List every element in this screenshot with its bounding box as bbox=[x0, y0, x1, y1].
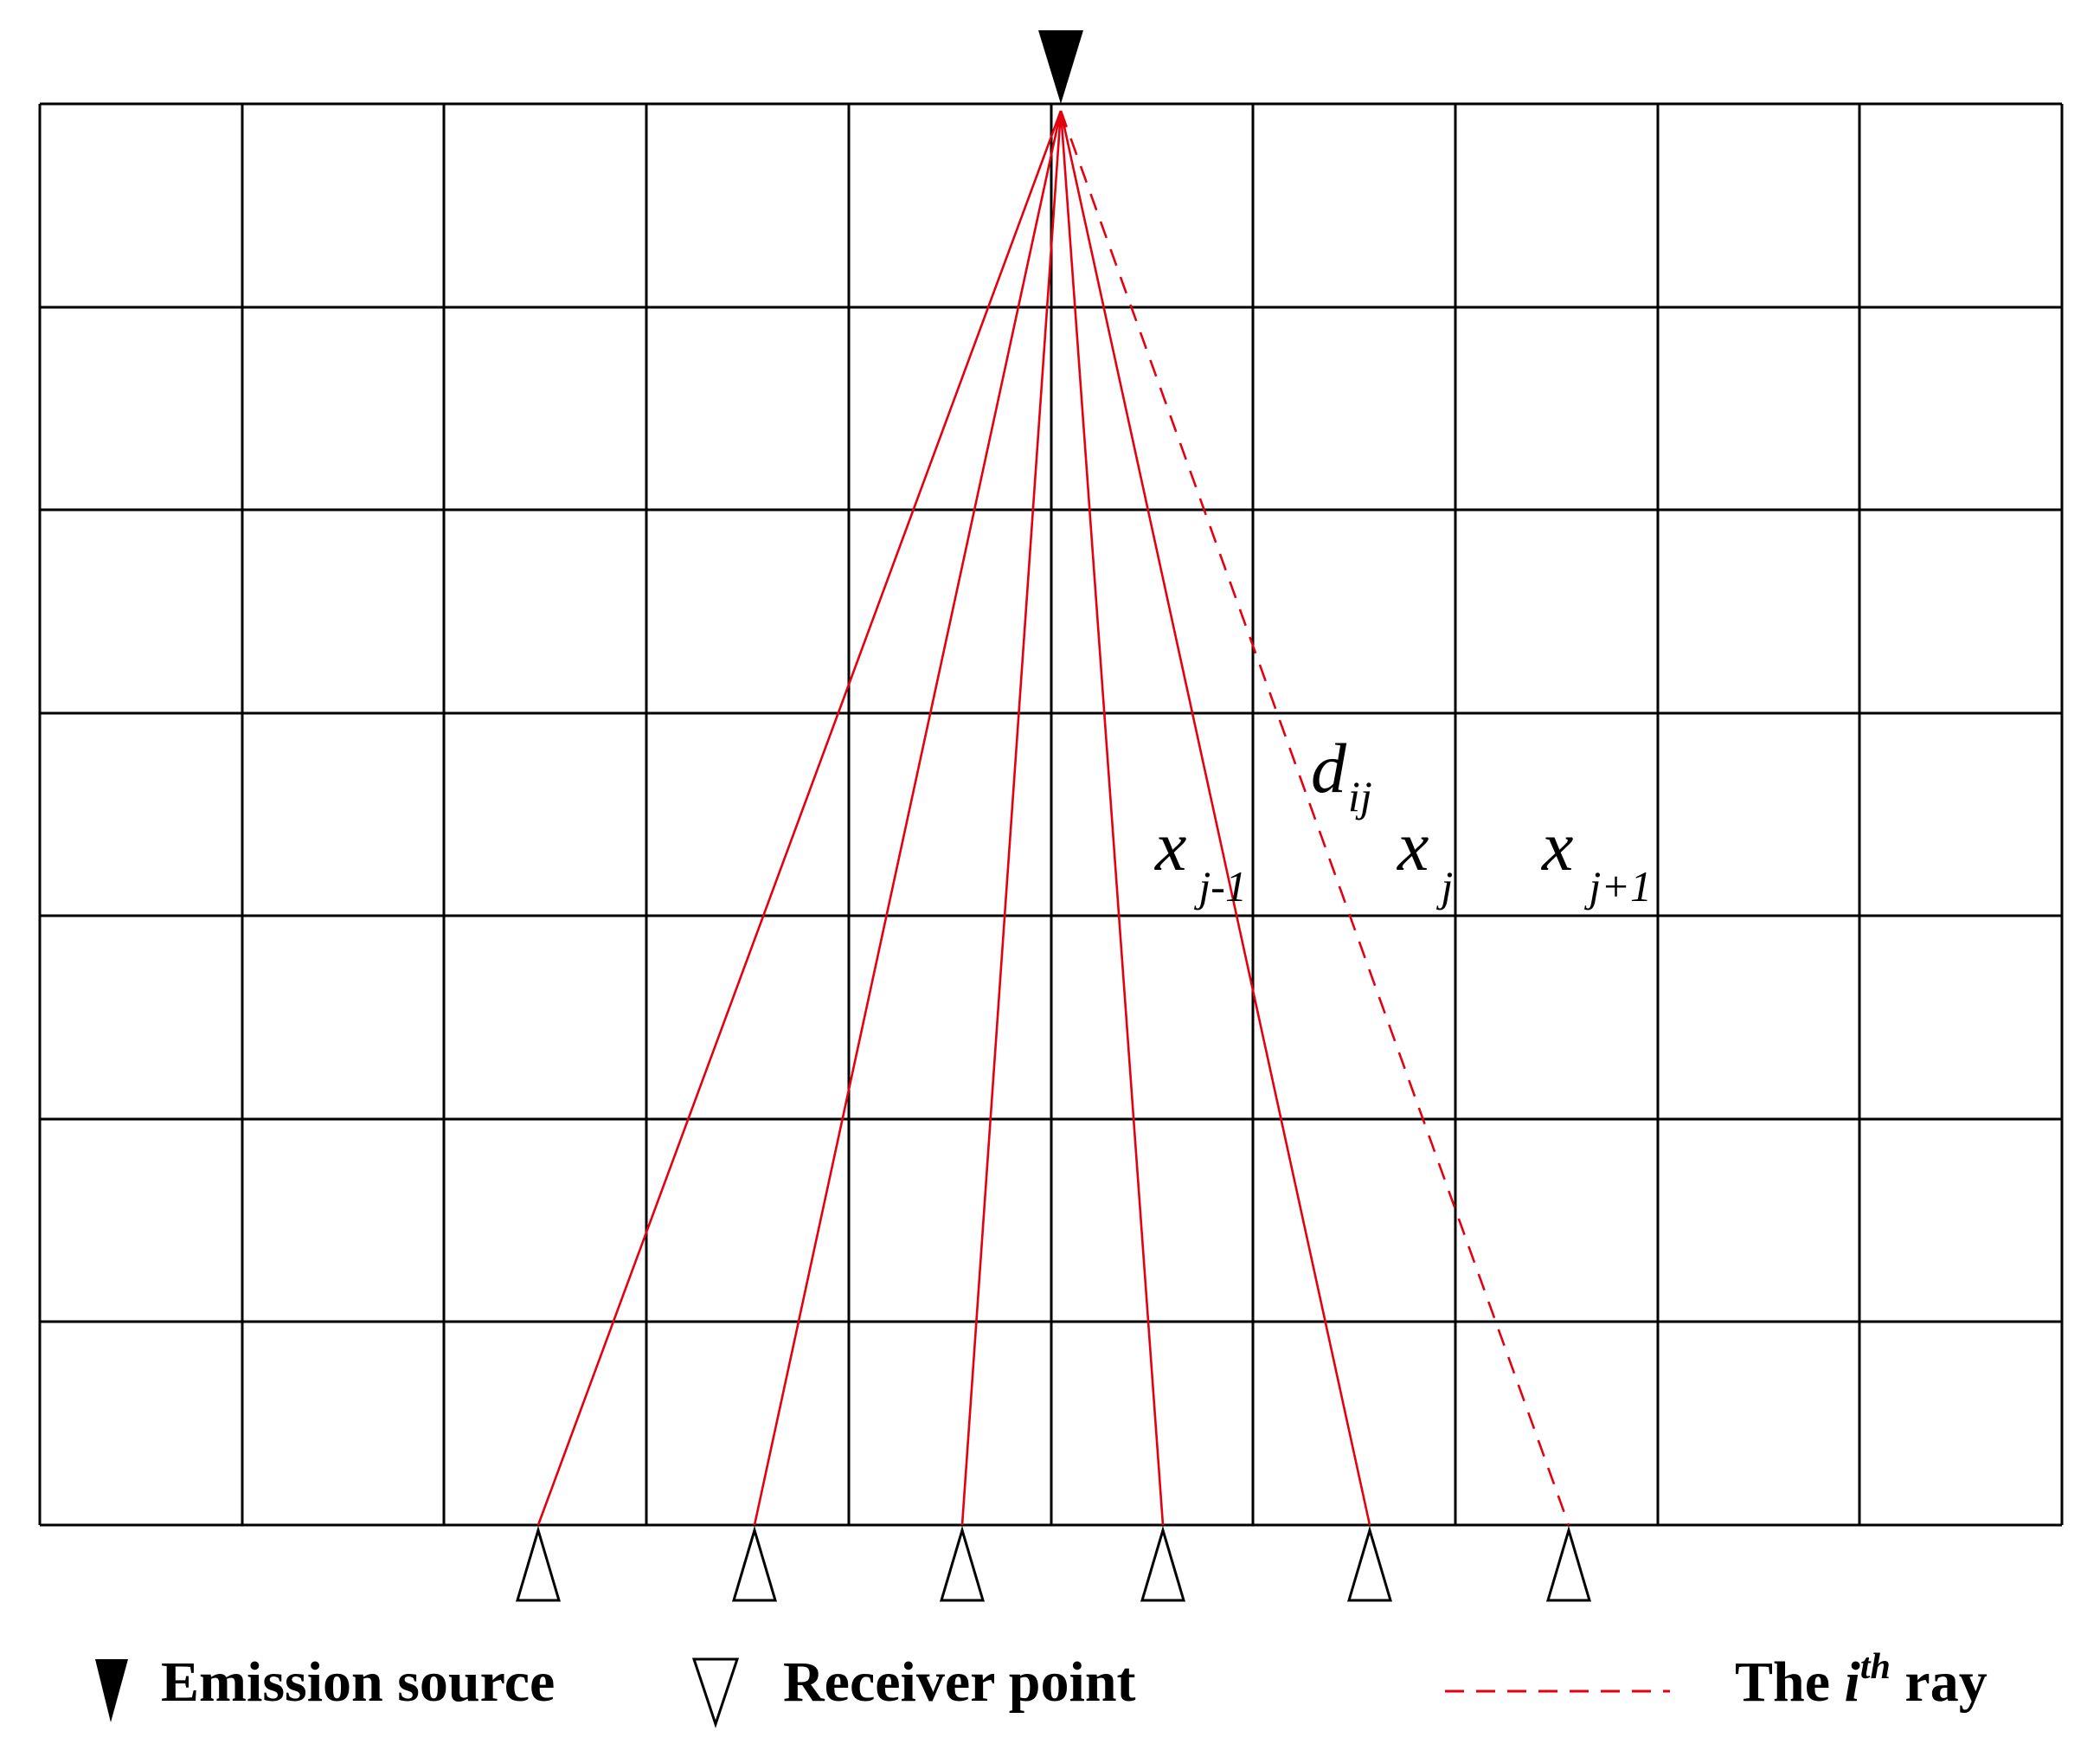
grid bbox=[38, 102, 2064, 1527]
receiver-point-marker bbox=[939, 1525, 986, 1602]
receiver-point-marker bbox=[1545, 1525, 1592, 1602]
receiver-point-marker bbox=[731, 1525, 778, 1602]
ray bbox=[1059, 110, 1371, 1526]
ray bbox=[536, 110, 1063, 1526]
legend-source-label: Emission source bbox=[161, 1651, 555, 1714]
x-j-minus-1-label: xj-1 bbox=[1154, 807, 1247, 911]
ray-i-dashed bbox=[1059, 110, 1570, 1526]
d-ij-label: dij bbox=[1311, 729, 1372, 821]
ray bbox=[960, 110, 1063, 1526]
legend-receiver-icon bbox=[691, 1657, 740, 1728]
receiver-markers bbox=[515, 1525, 1592, 1602]
legend-receiver-label: Receiver point bbox=[783, 1651, 1136, 1714]
receiver-point-marker bbox=[1346, 1525, 1393, 1602]
emission-source-marker bbox=[1038, 30, 1083, 104]
legend-source-icon bbox=[95, 1659, 128, 1722]
ray bbox=[1059, 110, 1165, 1526]
receiver-point-marker bbox=[515, 1525, 562, 1602]
legend: Emission source Receiver point The ith r… bbox=[95, 1647, 1988, 1728]
x-j-plus-1-label: xj+1 bbox=[1541, 807, 1652, 911]
rays bbox=[536, 110, 1570, 1526]
ray bbox=[753, 110, 1063, 1526]
receiver-point-marker bbox=[1140, 1525, 1186, 1602]
legend-ray-label: The ith ray bbox=[1735, 1647, 1988, 1714]
x-j-label: xj bbox=[1397, 807, 1453, 911]
